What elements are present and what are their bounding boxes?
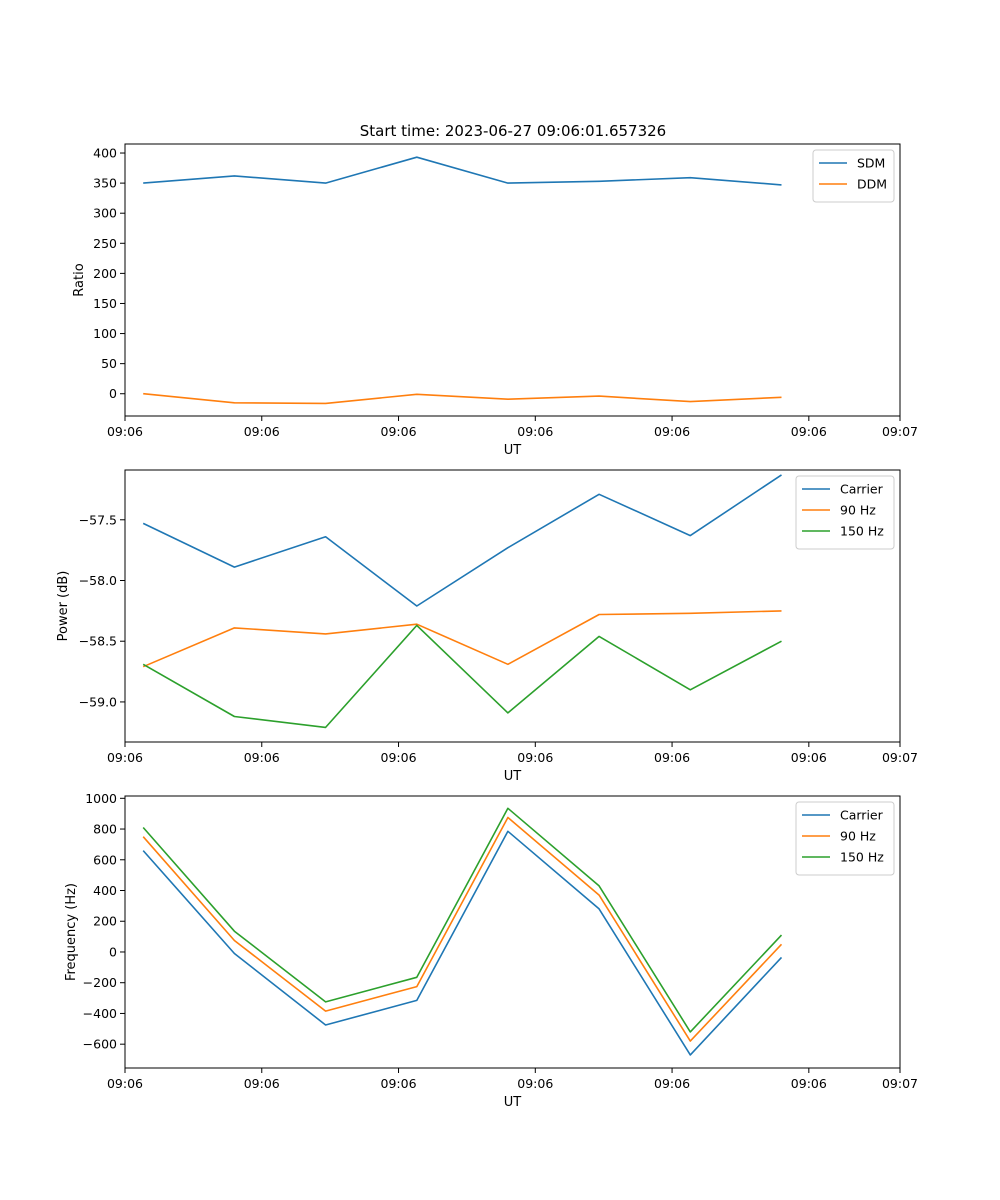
y-tick-label: −58.5 bbox=[79, 634, 117, 649]
x-tick-label: 09:07 bbox=[882, 1076, 918, 1091]
legend-label: Carrier bbox=[840, 482, 884, 497]
x-tick-label: 09:06 bbox=[791, 750, 827, 765]
legend-label: 150 Hz bbox=[840, 524, 884, 539]
x-tick-label: 09:06 bbox=[654, 1076, 690, 1091]
y-tick-label: 1000 bbox=[85, 791, 117, 806]
y-tick-label: 300 bbox=[93, 206, 117, 221]
y-tick-label: 0 bbox=[109, 944, 117, 959]
series-line-90-hz bbox=[142, 816, 783, 1042]
series-line-ddm bbox=[143, 392, 782, 405]
x-tick-label: 09:06 bbox=[107, 1076, 143, 1091]
y-tick-label: −400 bbox=[83, 1006, 117, 1021]
x-tick-label: 09:06 bbox=[791, 1076, 827, 1091]
legend: Carrier 90 Hz 150 Hz bbox=[795, 475, 895, 550]
legend: Carrier 90 Hz 150 Hz bbox=[795, 801, 895, 876]
y-tick-label: 200 bbox=[93, 266, 117, 281]
x-tick-label: 09:06 bbox=[107, 750, 143, 765]
x-tick-label: 09:06 bbox=[791, 424, 827, 439]
x-tick-label: 09:06 bbox=[517, 424, 553, 439]
x-axis-label: UT bbox=[504, 769, 522, 784]
y-tick-label: 250 bbox=[93, 236, 117, 251]
legend-label: DDM bbox=[857, 177, 887, 192]
y-tick-label: −58.0 bbox=[79, 573, 117, 588]
x-tick-label: 09:07 bbox=[882, 424, 918, 439]
x-tick-label: 09:06 bbox=[517, 1076, 553, 1091]
x-tick-label: 09:06 bbox=[381, 1076, 417, 1091]
x-tick-label: 09:06 bbox=[381, 424, 417, 439]
series-line-90-hz bbox=[142, 610, 782, 668]
x-axis-label: UT bbox=[504, 1095, 522, 1110]
y-tick-label: 50 bbox=[101, 356, 117, 371]
figure-title: Start time: 2023-06-27 09:06:01.657326 bbox=[360, 122, 666, 140]
legend-label: 150 Hz bbox=[840, 850, 884, 865]
y-tick-label: 150 bbox=[93, 296, 117, 311]
y-tick-label: −200 bbox=[83, 975, 117, 990]
y-axis-label: Frequency (Hz) bbox=[64, 883, 79, 981]
x-tick-label: 09:06 bbox=[517, 750, 553, 765]
x-tick-label: 09:06 bbox=[107, 424, 143, 439]
y-tick-label: −600 bbox=[83, 1037, 117, 1052]
legend: SDM DDM bbox=[812, 149, 895, 203]
legend-label: 90 Hz bbox=[840, 829, 876, 844]
y-tick-label: 0 bbox=[109, 386, 117, 401]
subplot-1: 09:06 09:06 09:06 09:06 09:06 09:06 09:07 0 50 10… bbox=[72, 143, 918, 458]
x-tick-label: 09:07 bbox=[882, 750, 918, 765]
subplots: 09:06 09:06 09:06 09:06 09:06 09:06 09:07 0 50 10… bbox=[56, 143, 918, 1110]
y-tick-label: 800 bbox=[93, 822, 117, 837]
y-tick-label: 350 bbox=[93, 176, 117, 191]
series-line-150-hz bbox=[142, 624, 782, 729]
subplot-3: 09:06 09:06 09:06 09:06 09:06 09:06 09:07 −600 −… bbox=[64, 791, 918, 1110]
series-line-150-hz bbox=[142, 807, 783, 1033]
series-line-carrier bbox=[142, 474, 782, 607]
y-axis-label: Power (dB) bbox=[56, 571, 71, 642]
x-tick-label: 09:06 bbox=[244, 424, 280, 439]
legend-label: SDM bbox=[857, 156, 885, 171]
x-tick-label: 09:06 bbox=[654, 750, 690, 765]
axes-frame bbox=[124, 143, 901, 417]
series-line-sdm bbox=[143, 156, 782, 186]
x-tick-label: 09:06 bbox=[654, 424, 690, 439]
legend-label: 90 Hz bbox=[840, 503, 876, 518]
y-tick-label: 400 bbox=[93, 883, 117, 898]
y-tick-label: −57.5 bbox=[79, 512, 117, 527]
y-tick-label: 100 bbox=[93, 326, 117, 341]
y-tick-label: −59.0 bbox=[79, 694, 117, 709]
series-line-carrier bbox=[142, 830, 783, 1056]
x-tick-label: 09:06 bbox=[381, 750, 417, 765]
legend-label: Carrier bbox=[840, 808, 884, 823]
y-tick-label: 200 bbox=[93, 914, 117, 929]
axes-frame bbox=[124, 469, 901, 743]
subplot-2: 09:06 09:06 09:06 09:06 09:06 09:06 09:07 −59.0… bbox=[56, 469, 918, 784]
x-axis-label: UT bbox=[504, 443, 522, 458]
axes-frame bbox=[124, 795, 901, 1069]
y-tick-label: 400 bbox=[93, 146, 117, 161]
y-tick-label: 600 bbox=[93, 852, 117, 867]
x-tick-label: 09:06 bbox=[244, 1076, 280, 1091]
y-axis-label: Ratio bbox=[72, 263, 87, 296]
x-tick-label: 09:06 bbox=[244, 750, 280, 765]
